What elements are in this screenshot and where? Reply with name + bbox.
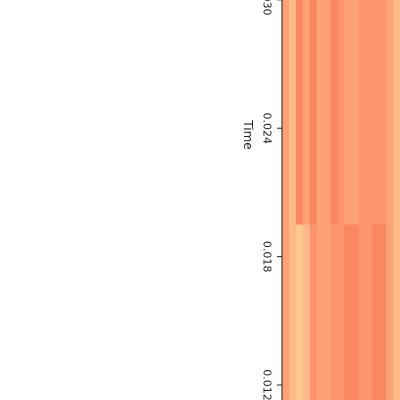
heatmap-cell <box>392 224 400 400</box>
heatmap-cell <box>316 0 324 225</box>
heatmap-cell <box>351 0 359 225</box>
x-tick-label: 0.012 <box>261 369 274 400</box>
heatmap-cell <box>281 224 289 400</box>
x-tick-label: 0.024 <box>261 112 274 144</box>
x-axis-label: Time <box>241 119 255 149</box>
heatmap-cell <box>330 0 338 225</box>
heatmap-cell <box>372 224 380 400</box>
heatmap-cell <box>288 0 296 225</box>
heatmap-cell <box>386 224 394 400</box>
heatmap-cell <box>295 224 303 400</box>
heatmap-cell <box>379 224 387 400</box>
x-tick-label: 0.030 <box>261 0 274 16</box>
heatmap-cell <box>323 0 331 225</box>
heatmap-cell <box>372 0 380 225</box>
heatmap-cell <box>302 224 310 400</box>
heatmap-cell <box>288 224 296 400</box>
x-tick-label: 0.018 <box>261 241 274 273</box>
heatmap-cell <box>302 0 310 225</box>
heatmap-cell <box>351 224 359 400</box>
heatmap-cell <box>309 224 317 400</box>
heatmap-cell <box>309 0 317 225</box>
heatmap-cell <box>330 224 338 400</box>
heatmap-cell <box>344 0 352 225</box>
heatmap-cells <box>281 0 400 400</box>
heatmap-cell <box>358 224 366 400</box>
heatmap-cell <box>337 0 345 225</box>
heatmap-cell <box>344 224 352 400</box>
heatmap-cell <box>365 224 373 400</box>
heatmap-cell <box>316 224 324 400</box>
heatmap-cell <box>295 0 303 225</box>
heatmap-cell <box>392 0 400 225</box>
heatmap-cell <box>337 224 345 400</box>
heatmap-cell <box>386 0 394 225</box>
heatmap-cell <box>281 0 289 225</box>
heatmap-cell <box>358 0 366 225</box>
heatmap-cell <box>323 224 331 400</box>
heatmap-cell <box>365 0 373 225</box>
heatmap-cell <box>379 0 387 225</box>
